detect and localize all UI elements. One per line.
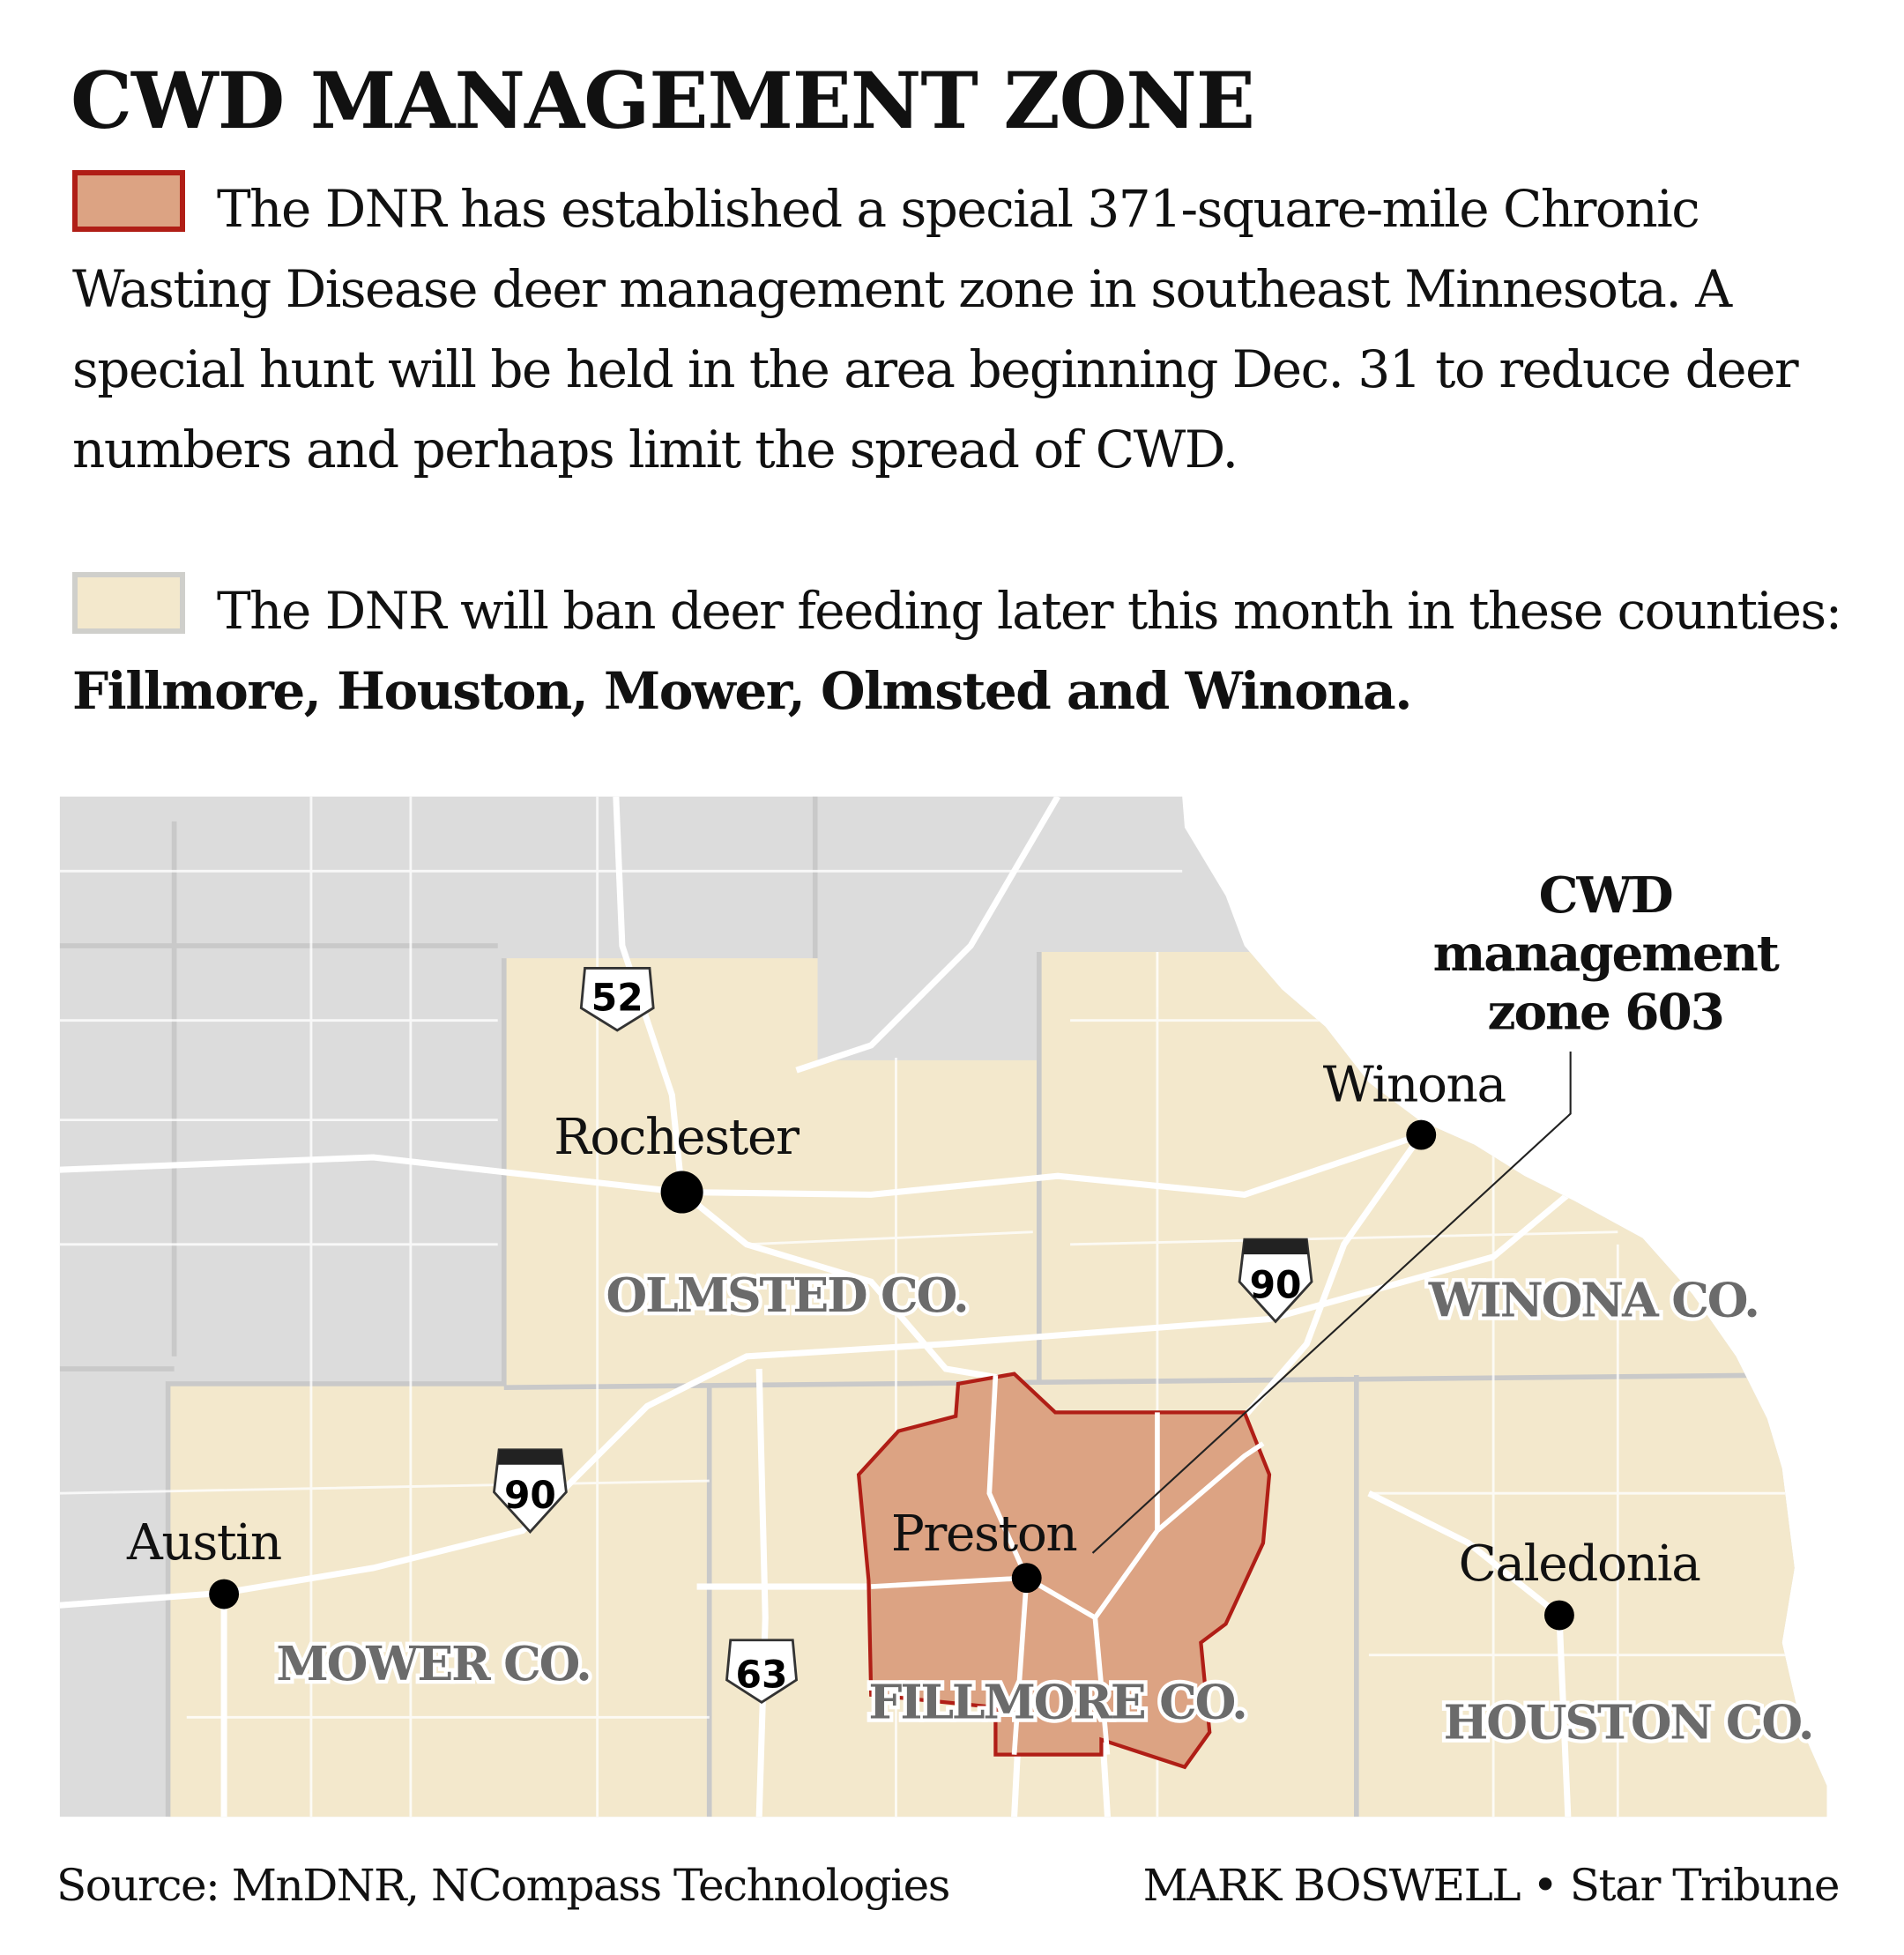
legend-counties-bold: Fillmore, Houston, Mower, Olmsted and Wi… <box>72 661 1412 721</box>
svg-text:52: 52 <box>591 976 643 1019</box>
credit-line: MARK BOSWELL • Star Tribune <box>1142 1860 1841 1911</box>
county-label-fillmore: FILLMORE CO. <box>868 1675 1246 1730</box>
callout-line-1: CWD <box>1539 866 1672 925</box>
city-dots <box>209 1119 1574 1631</box>
county-label-olmsted: OLMSTED CO. <box>606 1267 968 1323</box>
city-label-austin: Austin <box>126 1514 281 1572</box>
callout-label: CWD management zone 603 <box>1433 866 1781 1042</box>
city-dot-winona <box>1406 1119 1437 1150</box>
legend-feeding-ban: The DNR will ban deer feeding later this… <box>72 571 1853 732</box>
source-note: Source: MnDNR, NCompass Technologies <box>56 1860 950 1911</box>
legend-zone-text: The DNR has established a special 371-sq… <box>72 179 1799 479</box>
callout-leader-line <box>1091 1052 1572 1554</box>
city-dot-preston <box>1011 1563 1042 1594</box>
feeding-ban-swatch <box>72 572 185 634</box>
city-dot-austin <box>209 1579 240 1609</box>
city-dot-rochester <box>660 1171 703 1214</box>
legend-feeding-ban-text: The DNR will ban deer feeding later this… <box>217 581 1842 641</box>
legend-zone: The DNR has established a special 371-sq… <box>72 169 1853 490</box>
interstate-90-shield-winona: 90 <box>1238 1238 1313 1324</box>
svg-text:90: 90 <box>1250 1264 1302 1307</box>
map-title: CWD MANAGEMENT ZONE <box>71 55 1255 146</box>
county-boundaries <box>59 796 1780 1817</box>
city-label-preston: Preston <box>891 1505 1077 1563</box>
callout-line-3: zone 603 <box>1488 984 1723 1042</box>
cwd-management-zone <box>856 1371 1272 1770</box>
county-label-mower: MOWER CO. <box>276 1636 590 1691</box>
us-route-63-shield: 63 <box>725 1639 799 1705</box>
city-label-rochester: Rochester <box>554 1109 800 1166</box>
us-route-52-shield: 52 <box>579 967 655 1032</box>
major-roads <box>59 796 1572 1817</box>
zone-swatch <box>72 170 185 232</box>
county-label-winona: WINONA CO. <box>1428 1273 1759 1328</box>
svg-text:90: 90 <box>504 1474 556 1517</box>
zone-roads <box>871 1374 1265 1755</box>
city-label-caledonia: Caledonia <box>1459 1535 1701 1593</box>
county-label-houston: HOUSTON CO. <box>1444 1694 1813 1750</box>
svg-text:63: 63 <box>736 1653 788 1696</box>
city-label-winona: Winona <box>1323 1056 1506 1113</box>
interstate-90-shield-mower: 90 <box>492 1448 568 1535</box>
callout-line-2: management <box>1433 925 1780 983</box>
city-dot-caledonia <box>1544 1600 1574 1631</box>
